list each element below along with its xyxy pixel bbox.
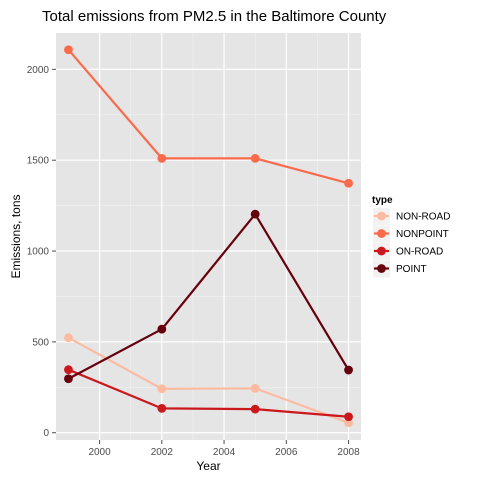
legend-item-on-road: ON-ROAD [373, 243, 443, 260]
y-tick-label: 1500 [27, 156, 50, 167]
plot-panel [56, 33, 361, 440]
data-point-point [64, 374, 73, 384]
legend-label: ON-ROAD [396, 247, 443, 258]
legend-key-point [377, 264, 386, 273]
legend-title: type [372, 195, 393, 206]
legend-label: NONPOINT [396, 229, 449, 240]
data-point-nonpoint [250, 153, 260, 163]
axes-layer: 2000 2002 2004 2006 2008 0 500 1000 1500 2000 [27, 65, 360, 458]
y-tick-label: 500 [32, 337, 49, 348]
x-tick-label: 2002 [151, 447, 174, 458]
legend-label: NON-ROAD [396, 212, 450, 223]
x-tick-label: 2004 [213, 447, 236, 458]
data-point-point [157, 324, 167, 334]
data-point-point [250, 209, 260, 219]
data-point-non-road [157, 384, 167, 394]
x-axis-title: Year [196, 459, 220, 473]
data-point-non-road [250, 383, 260, 393]
x-tick-label: 2000 [88, 447, 111, 458]
y-tick-label: 1000 [27, 247, 50, 258]
legend-item-point: POINT [373, 260, 427, 278]
series-line-nonpoint [67, 48, 349, 185]
data-point-nonpoint [157, 153, 167, 163]
series-on-road [64, 365, 353, 422]
series-line-on-road [68, 368, 349, 418]
series-layer [64, 45, 353, 428]
legend-item-non-road: NON-ROAD [373, 208, 450, 225]
data-point-on-road [250, 404, 260, 414]
data-point-nonpoint [64, 45, 73, 55]
data-point-on-road [64, 365, 73, 375]
gridlines [56, 33, 361, 440]
series-non-road [64, 333, 353, 428]
data-point-non-road [64, 333, 73, 343]
data-point-nonpoint [344, 178, 353, 188]
series-line-non-road [67, 336, 349, 424]
y-tick-label: 2000 [27, 65, 50, 76]
x-tick-label: 2008 [337, 447, 360, 458]
legend: type NON-ROAD NONPOINT ON-ROAD POINT [372, 195, 450, 278]
x-tick-label: 2006 [275, 447, 298, 458]
legend-label: POINT [396, 264, 427, 275]
series-line-point [67, 213, 350, 380]
legend-key-point [377, 246, 386, 256]
series-point [64, 209, 353, 384]
legend-item-nonpoint: NONPOINT [373, 225, 449, 243]
y-tick-label: 0 [43, 428, 49, 439]
data-point-on-road [344, 412, 353, 422]
data-point-on-road [157, 403, 167, 413]
legend-key-point [377, 229, 386, 238]
chart-title: Total emissions from PM2.5 in the Baltim… [42, 8, 387, 25]
series-nonpoint [64, 45, 353, 188]
legend-key-point [377, 211, 386, 221]
y-axis-title: Emissions, tons [9, 194, 23, 278]
data-point-point [344, 365, 353, 375]
